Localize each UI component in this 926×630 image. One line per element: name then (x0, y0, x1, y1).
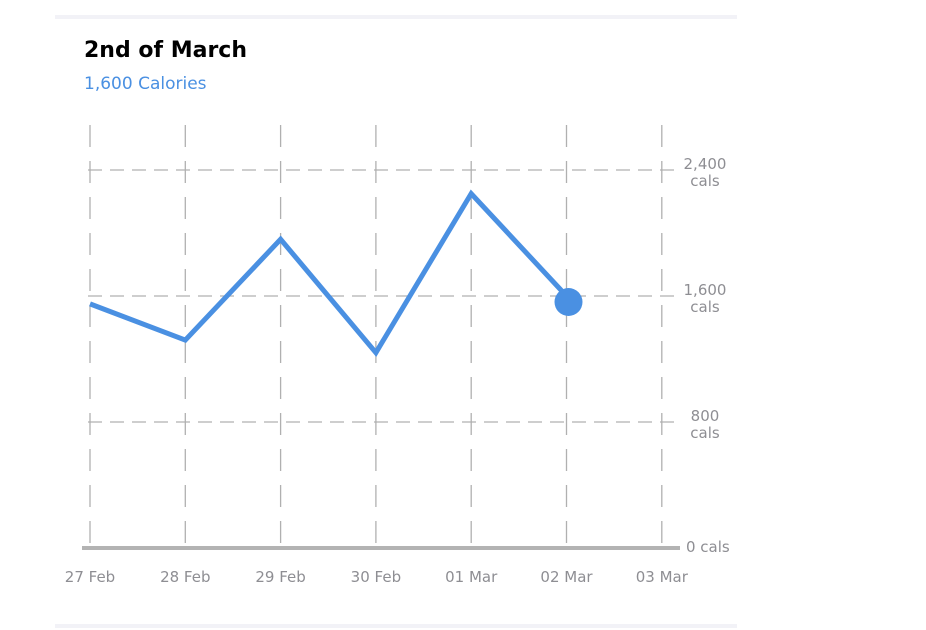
chart-title: 2nd of March (84, 38, 248, 63)
x-tick-label: 02 Mar (540, 568, 593, 586)
line (89, 189, 569, 357)
x-tick-label: 27 Feb (64, 568, 116, 586)
x-tick-label: 29 Feb (255, 568, 306, 586)
x-tick-label: 28 Feb (160, 568, 211, 586)
x-tick-label: 01 Mar (445, 568, 498, 586)
x-tick-label: 03 Mar (635, 568, 688, 586)
selected-point (554, 288, 583, 316)
y-tick-label: 2,400 cals (683, 155, 727, 190)
y-tick-label: 0 cals (686, 538, 730, 556)
y-tick-label: 800 cals (690, 407, 720, 442)
x-tick-label: 30 Feb (350, 568, 402, 586)
card-bottom-border (55, 624, 737, 628)
card-top-border (55, 15, 737, 19)
y-tick-label: 1,600 cals (683, 281, 727, 316)
chart-subtitle: 1,600 Calories (84, 74, 207, 94)
